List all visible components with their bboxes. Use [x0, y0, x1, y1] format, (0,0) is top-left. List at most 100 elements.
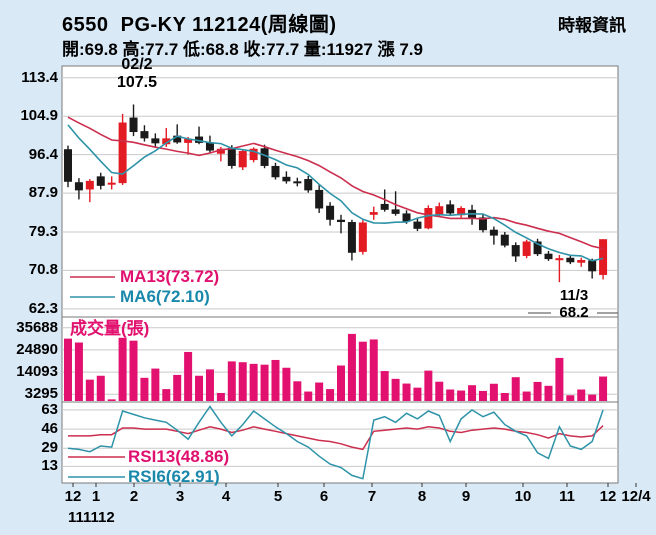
candle-body-up [435, 206, 444, 215]
volume-bar [315, 382, 324, 401]
volume-bar [271, 359, 280, 401]
candle-body-down [293, 181, 302, 184]
x-axis-month-label: 4 [221, 488, 231, 505]
candle-body-down [588, 260, 597, 272]
volume-bar [358, 341, 367, 401]
price-axis-label: 87.9 [28, 184, 58, 202]
x-axis-month-label: 11 [559, 488, 575, 505]
candle-body-down [413, 221, 422, 229]
volume-bar [249, 363, 258, 401]
volume-axis-label: 3295 [24, 385, 58, 403]
candle-body-down [271, 165, 280, 178]
rsi-axis-label: 46 [41, 420, 58, 438]
volume-bar [184, 351, 193, 401]
candle-body-down [173, 135, 182, 143]
candle-body-down [282, 176, 291, 182]
high-annotation-value: 107.5 [116, 74, 158, 91]
volume-bar [216, 392, 225, 401]
x-axis-year-label: 111112 [68, 509, 115, 526]
candle-body-up [522, 241, 531, 256]
candle-body-up [555, 258, 564, 261]
candle-body-down [402, 213, 411, 222]
candle-body-up [184, 138, 193, 143]
candle-body-up [358, 222, 367, 252]
volume-bar [347, 333, 356, 401]
volume-bar [511, 377, 520, 401]
volume-bar [588, 394, 597, 401]
candle-body-up [238, 151, 247, 168]
candle-body-down [151, 138, 160, 144]
price-axis-label: 104.9 [20, 107, 58, 125]
volume-bar [282, 367, 291, 401]
volume-axis-label: 14093 [16, 363, 58, 381]
x-axis-month-label: 3 [175, 488, 185, 505]
volume-bar [566, 395, 575, 401]
data-source-label: 時報資訊 [558, 16, 626, 35]
candle-body-down [391, 209, 400, 214]
candle-body-up [599, 239, 608, 275]
candle-body-down [326, 205, 335, 220]
volume-bar [599, 376, 608, 401]
rsi-axis-label: 13 [41, 457, 58, 475]
candle-body-down [500, 234, 509, 246]
candle-body-down [566, 257, 575, 263]
x-axis-month-label: 12 [599, 488, 617, 505]
candle-body-up [107, 182, 116, 185]
volume-bar [500, 392, 509, 401]
candle-body-down [64, 149, 72, 182]
volume-bar [129, 340, 138, 401]
low-annotation-value: 68.2 [559, 304, 589, 321]
candle-body-up [85, 180, 94, 190]
candle-body-down [347, 222, 356, 253]
x-axis-month-label: 1 [91, 488, 101, 505]
candle-body-down [74, 182, 83, 191]
price-axis-label: 96.4 [28, 145, 58, 163]
candle-body-up [424, 208, 433, 229]
volume-bar [118, 337, 127, 401]
rsi-axis-label: 29 [41, 439, 58, 457]
x-axis-month-label: 8 [417, 488, 427, 505]
price-axis-label: 113.4 [21, 68, 58, 86]
candle-body-up [216, 148, 225, 154]
high-annotation-date: 02/2 [121, 56, 153, 73]
candle-body-down [446, 204, 455, 214]
ma6-line [67, 124, 604, 262]
volume-bar [478, 390, 487, 401]
volume-bar [74, 342, 83, 401]
volume-bar [435, 381, 444, 401]
price-panel [61, 65, 619, 318]
volume-bar [577, 389, 586, 401]
candle-body-up [162, 138, 171, 145]
volume-bar [457, 390, 466, 401]
volume-bar [140, 377, 149, 401]
volume-bar [293, 381, 302, 401]
ma13-legend-label: MA13(73.72) [120, 267, 220, 286]
candle-body-down [544, 253, 553, 260]
volume-bar [162, 389, 171, 401]
volume-bar [260, 364, 269, 401]
rsi-panel [61, 401, 619, 484]
low-annotation-date: 11/3 [559, 287, 589, 304]
price-axis-label: 79.3 [28, 222, 58, 240]
page-title: 6550 PG-KY 112124(周線圖) [62, 14, 337, 36]
volume-bar [64, 338, 72, 401]
rsi6-line [67, 405, 604, 480]
x-axis-month-label: 7 [367, 488, 377, 505]
volume-legend-label: 成交量(張) [70, 319, 150, 338]
x-axis-month-label: 2 [129, 488, 139, 505]
x-axis-month-label: 5 [273, 488, 283, 505]
volume-bar [380, 371, 389, 401]
x-axis-month-label: 10 [514, 488, 532, 505]
volume-bar [326, 389, 335, 401]
volume-axis-label: 35688 [16, 318, 58, 336]
ma6-legend-label: MA6(72.10) [120, 287, 210, 306]
candle-body-up [369, 212, 378, 215]
volume-bar [533, 381, 542, 401]
volume-bar [413, 387, 422, 401]
x-axis-month-label: 12/4 [621, 488, 651, 505]
candle-body-down [380, 203, 389, 210]
volume-bar [402, 383, 411, 401]
candle-body-up [249, 148, 258, 161]
